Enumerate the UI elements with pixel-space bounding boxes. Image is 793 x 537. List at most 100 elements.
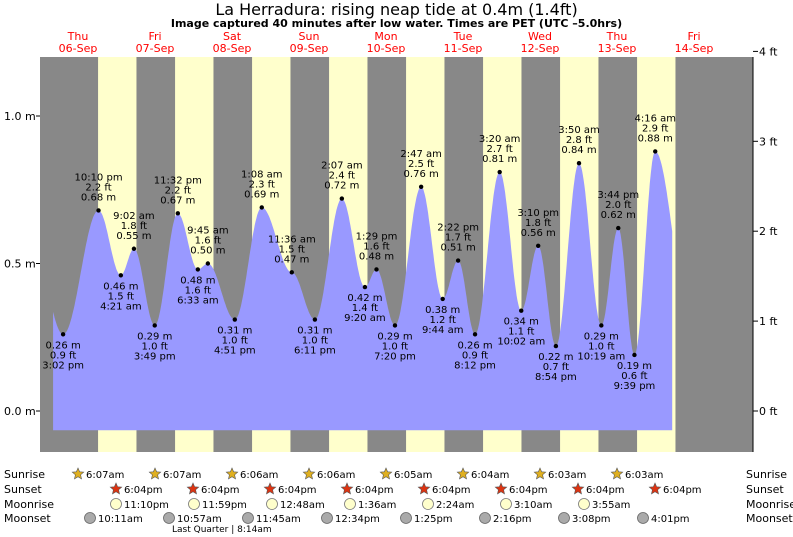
time-label: 9:45 am bbox=[187, 226, 229, 237]
moonset-time: 10:11am bbox=[98, 514, 143, 525]
tide-point bbox=[289, 270, 294, 275]
time-label: 7:20 pm bbox=[374, 351, 416, 362]
row-label-left: Moonrise bbox=[4, 498, 54, 511]
tide-point bbox=[374, 267, 379, 272]
left-tick-label: 0.0 m bbox=[4, 405, 36, 418]
height-ft-label: 2.0 ft bbox=[605, 200, 631, 211]
moonset-time: 12:34pm bbox=[335, 514, 380, 525]
height-m-label: 0.67 m bbox=[160, 195, 195, 206]
height-ft-label: 1.4 ft bbox=[352, 303, 378, 314]
row-label-left: Sunrise bbox=[4, 468, 45, 481]
tide-point bbox=[553, 343, 559, 349]
time-label: 3:02 pm bbox=[42, 360, 84, 371]
height-ft-label: 2.2 ft bbox=[85, 182, 111, 193]
moonset-icon bbox=[84, 512, 96, 524]
height-m-label: 0.22 m bbox=[538, 352, 573, 363]
sunrise-time: 6:07am bbox=[86, 470, 124, 481]
moonset-icon bbox=[400, 512, 412, 524]
height-m-label: 0.38 m bbox=[425, 305, 460, 316]
tide-point bbox=[632, 352, 637, 358]
moonrise-time: 11:59pm bbox=[202, 500, 247, 511]
moonset-time: 2:16pm bbox=[493, 514, 532, 525]
sunset-time: 6:04pm bbox=[124, 485, 163, 496]
time-label: 11:32 pm bbox=[154, 175, 202, 186]
tide-point bbox=[60, 332, 66, 337]
time-label: 9:39 pm bbox=[614, 381, 656, 392]
tide-point bbox=[312, 317, 318, 322]
height-ft-label: 1.0 ft bbox=[588, 341, 614, 352]
day-label: Mon bbox=[374, 30, 397, 43]
moonset-time: 11:45am bbox=[256, 514, 301, 525]
sunrise-star-icon bbox=[533, 467, 547, 480]
chart-subtitle: Image captured 40 minutes after low wate… bbox=[170, 17, 623, 30]
sunrise-star-icon bbox=[379, 467, 393, 480]
date-label: 12-Sep bbox=[521, 42, 560, 55]
height-ft-label: 1.6 ft bbox=[363, 241, 389, 252]
time-label: 6:11 pm bbox=[294, 346, 336, 357]
height-ft-label: 2.3 ft bbox=[249, 179, 275, 190]
moonrise-time: 11:10pm bbox=[124, 500, 169, 511]
height-m-label: 0.26 m bbox=[457, 340, 492, 351]
sunset-time: 6:04pm bbox=[509, 485, 548, 496]
sunrise-time: 6:03am bbox=[548, 470, 586, 481]
sunrise-time: 6:06am bbox=[317, 470, 355, 481]
height-ft-label: 0.6 ft bbox=[621, 371, 647, 382]
moonrise-icon bbox=[500, 498, 512, 510]
tide-point bbox=[392, 323, 398, 328]
height-ft-label: 1.8 ft bbox=[525, 218, 551, 229]
time-label: 3:50 am bbox=[558, 125, 600, 136]
height-m-label: 0.62 m bbox=[601, 210, 636, 221]
moonrise-time: 3:55am bbox=[592, 500, 630, 511]
moonrise-icon bbox=[344, 498, 356, 510]
height-ft-label: 1.5 ft bbox=[108, 291, 134, 302]
height-m-label: 0.50 m bbox=[190, 246, 225, 257]
day-label: Sun bbox=[299, 30, 320, 43]
sunrise-star-icon bbox=[456, 467, 470, 480]
height-m-label: 0.29 m bbox=[584, 331, 619, 342]
tide-point bbox=[599, 323, 604, 328]
height-m-label: 0.19 m bbox=[617, 361, 652, 372]
time-label: 1:29 pm bbox=[356, 231, 398, 242]
moonset-icon bbox=[242, 512, 254, 524]
right-tick-label: 3 ft bbox=[759, 135, 778, 148]
height-m-label: 0.76 m bbox=[404, 169, 439, 180]
row-label-left: Sunset bbox=[4, 483, 42, 496]
tide-point bbox=[232, 317, 238, 322]
time-label: 6:33 am bbox=[177, 295, 219, 306]
time-label: 4:21 am bbox=[100, 301, 142, 312]
right-tick-label: 1 ft bbox=[759, 315, 778, 328]
row-label-right: Moonset bbox=[746, 512, 793, 525]
moonset-icon bbox=[321, 512, 333, 524]
time-label: 9:02 am bbox=[113, 211, 155, 222]
sunset-time: 6:04pm bbox=[355, 485, 394, 496]
height-m-label: 0.55 m bbox=[116, 231, 151, 242]
height-m-label: 0.29 m bbox=[377, 331, 412, 342]
time-label: 10:10 pm bbox=[74, 172, 122, 183]
time-label: 10:19 am bbox=[577, 351, 625, 362]
chart-title: La Herradura: rising neap tide at 0.4m (… bbox=[215, 0, 578, 19]
date-label: 06-Sep bbox=[59, 42, 98, 55]
day-label: Thu bbox=[606, 30, 628, 43]
moonrise-icon bbox=[578, 498, 590, 510]
tide-point bbox=[259, 205, 264, 210]
left-tick-label: 0.5 m bbox=[4, 258, 36, 271]
height-m-label: 0.56 m bbox=[521, 228, 556, 239]
date-label: 13-Sep bbox=[598, 42, 637, 55]
height-m-label: 0.42 m bbox=[347, 293, 382, 304]
height-ft-label: 2.2 ft bbox=[165, 185, 191, 196]
time-label: 3:10 pm bbox=[517, 208, 559, 219]
height-ft-label: 0.9 ft bbox=[50, 350, 76, 361]
moonset-time: 1:25pm bbox=[414, 514, 453, 525]
tide-point bbox=[497, 169, 502, 175]
height-m-label: 0.81 m bbox=[482, 154, 517, 165]
tide-point bbox=[455, 258, 461, 263]
sunset-time: 6:04pm bbox=[663, 485, 702, 496]
sunrise-star-icon bbox=[610, 467, 624, 480]
sunrise-time: 6:07am bbox=[163, 470, 201, 481]
time-label: 8:54 pm bbox=[535, 372, 577, 383]
time-label: 3:44 pm bbox=[597, 190, 639, 201]
right-tick-label: 4 ft bbox=[759, 45, 778, 58]
sunrise-time: 6:05am bbox=[394, 470, 432, 481]
moonset-icon bbox=[479, 512, 491, 524]
height-ft-label: 1.0 ft bbox=[222, 336, 248, 347]
